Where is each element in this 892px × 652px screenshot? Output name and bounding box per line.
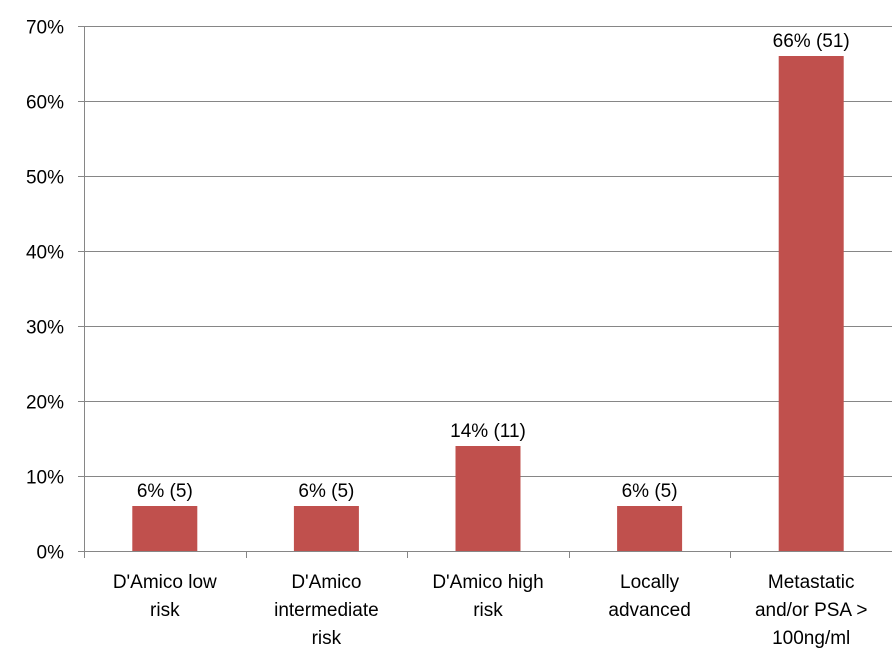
- y-tick-label: 70%: [26, 18, 64, 39]
- data-label: 14% (11): [450, 421, 526, 442]
- x-category-label-line: 100ng/ml: [772, 628, 850, 649]
- x-category-label-line: Metastatic: [768, 572, 855, 593]
- bar: [617, 506, 683, 551]
- x-category-label-line: intermediate: [274, 600, 379, 621]
- bar: [455, 446, 521, 551]
- data-label: 6% (5): [137, 481, 193, 502]
- data-label: 6% (5): [622, 481, 678, 502]
- y-tick-label: 20%: [26, 393, 64, 414]
- data-label: 66% (51): [773, 31, 850, 52]
- x-category-label-line: risk: [312, 628, 342, 649]
- gridlines: [78, 26, 892, 558]
- x-category-label-line: D'Amico high: [432, 572, 543, 593]
- x-category-label: Metastatic and/or PSA > 100ng/ml: [755, 572, 868, 649]
- y-tick-label: 40%: [26, 243, 64, 264]
- x-category-label: D'Amico intermediate risk: [274, 572, 379, 649]
- bars: [132, 56, 844, 551]
- x-category-label-line: and/or PSA >: [755, 600, 868, 621]
- y-axis-tick-labels: 0% 10% 20% 30% 40% 50% 60% 70%: [26, 18, 64, 564]
- bar: [132, 506, 198, 551]
- x-category-label-line: risk: [473, 600, 503, 621]
- x-category-label-line: advanced: [608, 600, 690, 621]
- x-category-label: D'Amico high risk: [432, 572, 543, 621]
- bar: [778, 56, 844, 551]
- data-label: 6% (5): [298, 481, 354, 502]
- x-category-label-line: D'Amico low: [113, 572, 217, 593]
- x-category-label-line: Locally: [620, 572, 680, 593]
- y-tick-label: 30%: [26, 318, 64, 339]
- axes: [84, 26, 892, 558]
- x-category-label: Locally advanced: [608, 572, 690, 621]
- data-labels: 6% (5) 6% (5) 14% (11) 6% (5) 66% (51): [137, 31, 850, 502]
- y-tick-label: 50%: [26, 168, 64, 189]
- x-category-label-line: risk: [150, 600, 180, 621]
- y-tick-label: 10%: [26, 468, 64, 489]
- bar: [293, 506, 359, 551]
- x-category-label: D'Amico low risk: [113, 572, 217, 621]
- y-tick-label: 0%: [37, 543, 65, 564]
- y-tick-label: 60%: [26, 93, 64, 114]
- x-category-label-line: D'Amico: [291, 572, 361, 593]
